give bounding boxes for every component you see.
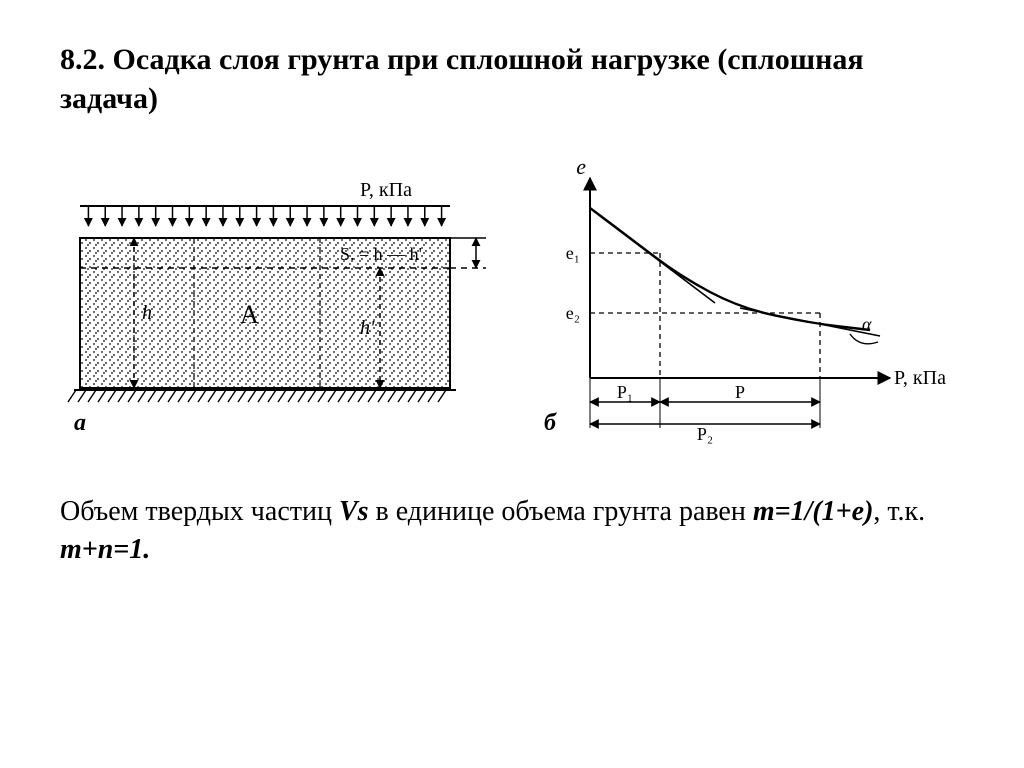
svg-text:P₂: P₂ [697,424,713,444]
svg-text:а: а [74,410,86,436]
caption-eq2: m+n=1. [60,534,150,565]
caption-eq1: m=1/(1+е) [753,496,874,527]
svg-text:α: α [862,314,872,334]
caption-t2: в единице объема грунта равен [369,496,753,527]
svg-text:h: h [142,302,152,324]
caption-t3: , т.к. [873,496,925,527]
figures-row: P, кПа S. = h — h' h h' Aа e P, кПа α е₁ е₂ P₁ P P₂… [60,158,964,463]
page-title: 8.2. Осадка слоя грунта при сплошной наг… [60,40,964,118]
svg-text:е₁: е₁ [566,243,580,263]
svg-text:б: б [544,410,557,436]
figure-a-svg: P, кПа S. = h — h' h h' Aа [60,158,490,438]
caption-vs: Vs [339,496,369,527]
svg-text:h': h' [360,317,375,339]
svg-text:е₂: е₂ [566,303,580,323]
svg-text:e: e [576,158,586,179]
svg-text:A: A [240,300,259,329]
caption: Объем твердых частиц Vs в единице объема… [60,493,964,569]
svg-text:P, кПа: P, кПа [360,179,412,201]
svg-text:S. = h — h': S. = h — h' [340,244,422,264]
figure-b-svg: e P, кПа α е₁ е₂ P₁ P P₂ б [530,158,960,458]
svg-text:P, кПа: P, кПа [894,367,946,389]
figure-b: e P, кПа α е₁ е₂ P₁ P P₂ б [530,158,960,463]
svg-text:P: P [735,382,745,402]
caption-t1: Объем твердых частиц [60,496,339,527]
svg-text:P₁: P₁ [617,382,633,402]
figure-a: P, кПа S. = h — h' h h' Aа [60,158,490,443]
